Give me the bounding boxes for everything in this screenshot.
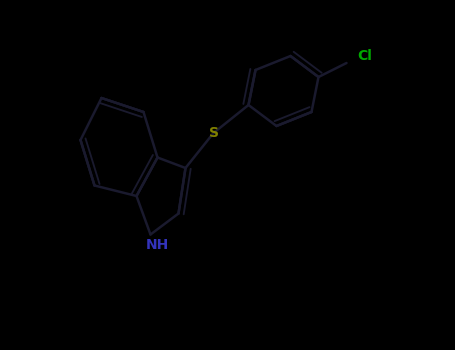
Text: Cl: Cl — [357, 49, 372, 63]
Text: NH: NH — [146, 238, 169, 252]
Text: S: S — [208, 126, 218, 140]
